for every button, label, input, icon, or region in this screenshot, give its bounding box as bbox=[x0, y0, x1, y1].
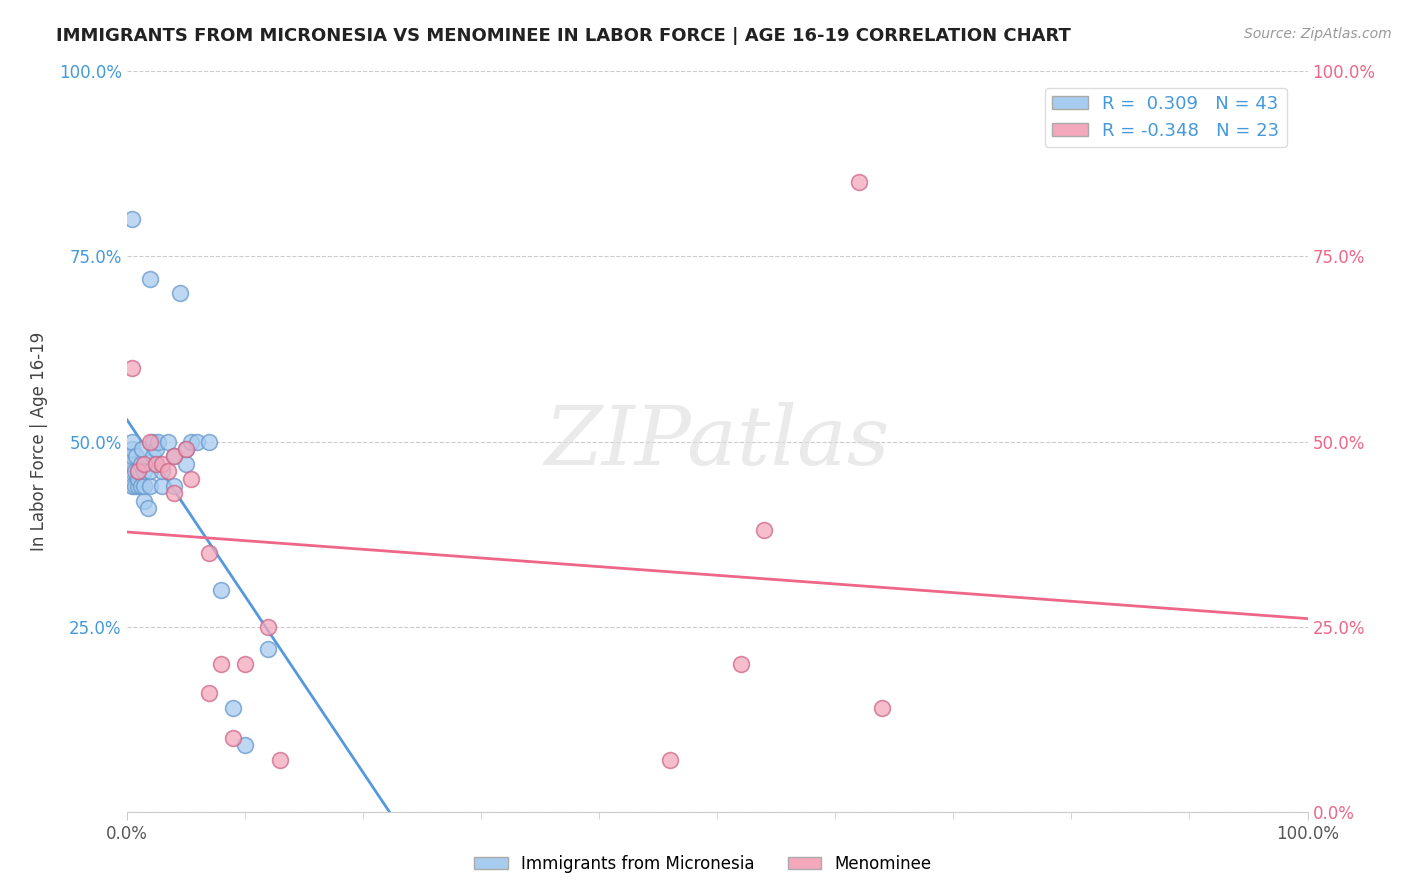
Point bbox=[198, 434, 221, 449]
Point bbox=[121, 442, 143, 456]
Point bbox=[148, 434, 170, 449]
Legend: Immigrants from Micronesia, Menominee: Immigrants from Micronesia, Menominee bbox=[468, 848, 938, 880]
Point bbox=[186, 434, 208, 449]
Point bbox=[121, 479, 143, 493]
Point bbox=[222, 701, 245, 715]
Point bbox=[127, 464, 149, 478]
Point bbox=[131, 442, 153, 456]
Legend: R =  0.309   N = 43, R = -0.348   N = 23: R = 0.309 N = 43, R = -0.348 N = 23 bbox=[1045, 87, 1286, 147]
Point bbox=[269, 753, 291, 767]
Point bbox=[180, 471, 202, 485]
Point bbox=[872, 701, 894, 715]
Point bbox=[658, 753, 681, 767]
Point bbox=[145, 457, 167, 471]
Point bbox=[141, 450, 163, 464]
Point bbox=[222, 731, 245, 745]
Point bbox=[209, 582, 232, 597]
Point bbox=[198, 546, 221, 560]
Point bbox=[163, 450, 186, 464]
Point bbox=[139, 479, 162, 493]
Point bbox=[139, 434, 162, 449]
Point bbox=[150, 457, 173, 471]
Text: Source: ZipAtlas.com: Source: ZipAtlas.com bbox=[1244, 27, 1392, 41]
Point bbox=[198, 686, 221, 700]
Point bbox=[848, 175, 870, 190]
Point bbox=[754, 524, 776, 538]
Point bbox=[156, 434, 179, 449]
Point bbox=[125, 450, 148, 464]
Point bbox=[174, 442, 197, 456]
Point bbox=[145, 457, 167, 471]
Point bbox=[121, 450, 143, 464]
Point bbox=[134, 464, 156, 478]
Point bbox=[169, 286, 191, 301]
Point bbox=[129, 479, 152, 493]
Point bbox=[150, 464, 173, 478]
Point bbox=[139, 464, 162, 478]
Point bbox=[139, 271, 162, 285]
Point bbox=[163, 450, 186, 464]
Point bbox=[257, 641, 280, 656]
Point bbox=[174, 457, 197, 471]
Point bbox=[134, 457, 156, 471]
Point bbox=[150, 479, 173, 493]
Point bbox=[121, 212, 143, 227]
Point bbox=[129, 457, 152, 471]
Point bbox=[127, 464, 149, 478]
Point bbox=[163, 486, 186, 500]
Point bbox=[141, 434, 163, 449]
Point bbox=[257, 619, 280, 633]
Point bbox=[730, 657, 752, 671]
Point bbox=[145, 442, 167, 456]
Point bbox=[127, 471, 149, 485]
Point bbox=[174, 442, 197, 456]
Point bbox=[136, 501, 159, 516]
Point bbox=[233, 657, 256, 671]
Point bbox=[134, 479, 156, 493]
Point bbox=[124, 464, 146, 478]
Point bbox=[180, 434, 202, 449]
Point bbox=[121, 457, 143, 471]
Point bbox=[233, 738, 256, 752]
Point bbox=[121, 464, 143, 478]
Y-axis label: In Labor Force | Age 16-19: In Labor Force | Age 16-19 bbox=[30, 332, 48, 551]
Point bbox=[163, 479, 186, 493]
Text: ZIPatlas: ZIPatlas bbox=[544, 401, 890, 482]
Point bbox=[156, 464, 179, 478]
Point bbox=[124, 479, 146, 493]
Text: IMMIGRANTS FROM MICRONESIA VS MENOMINEE IN LABOR FORCE | AGE 16-19 CORRELATION C: IMMIGRANTS FROM MICRONESIA VS MENOMINEE … bbox=[56, 27, 1071, 45]
Point bbox=[134, 493, 156, 508]
Point bbox=[209, 657, 232, 671]
Point bbox=[121, 434, 143, 449]
Point bbox=[121, 360, 143, 375]
Point bbox=[127, 479, 149, 493]
